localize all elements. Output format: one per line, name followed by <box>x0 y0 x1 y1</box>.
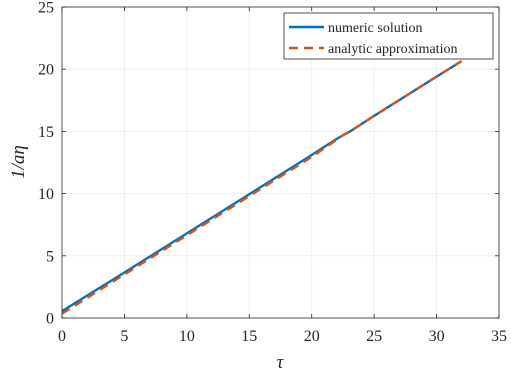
x-tick-label: 30 <box>429 328 445 345</box>
legend-label-analytic: analytic approximation <box>328 42 457 57</box>
legend: numeric solution analytic approximation <box>283 12 494 60</box>
y-tick-label: 0 <box>46 311 54 328</box>
y-axis-label: 1/aη <box>8 145 29 179</box>
y-tick-label: 20 <box>38 62 54 79</box>
y-tick-label: 15 <box>38 124 54 141</box>
x-tick-label: 15 <box>241 328 257 345</box>
y-tick-label: 5 <box>46 248 54 265</box>
x-tick-label: 35 <box>491 328 507 345</box>
grid <box>62 7 499 318</box>
tick-labels: 0 5 10 15 20 25 30 35 0 5 10 15 20 25 <box>38 0 507 345</box>
x-tick-label: 25 <box>366 328 382 345</box>
x-tick-label: 0 <box>58 328 66 345</box>
legend-box <box>283 12 494 60</box>
y-tick-label: 10 <box>38 186 54 203</box>
plot-frame <box>61 6 500 319</box>
legend-label-numeric: numeric solution <box>328 21 423 36</box>
y-tick-label: 25 <box>38 0 54 17</box>
series-line-analytic <box>61 60 463 315</box>
ticks <box>61 6 500 319</box>
x-axis-label: τ <box>277 352 285 373</box>
x-tick-label: 20 <box>304 328 320 345</box>
x-tick-label: 10 <box>179 328 195 345</box>
series-group <box>61 60 463 315</box>
x-tick-label: 5 <box>120 328 128 345</box>
